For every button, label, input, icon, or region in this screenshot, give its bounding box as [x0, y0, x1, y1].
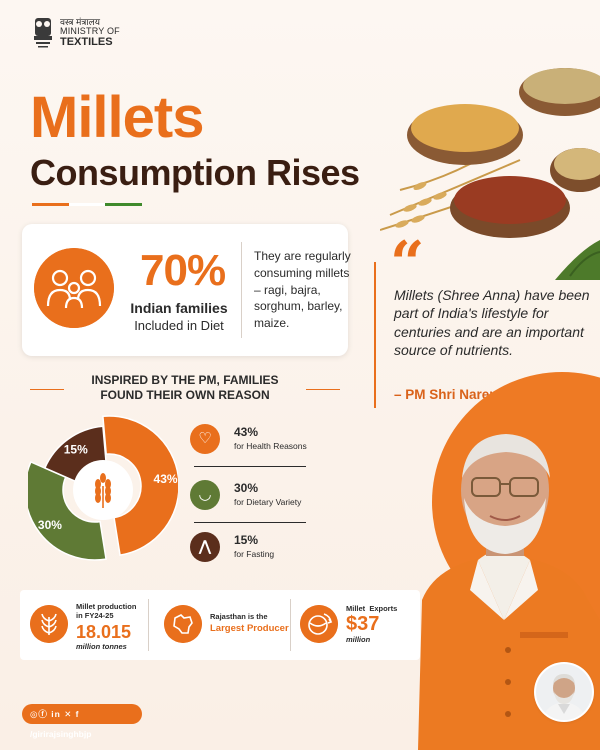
reason-percent: 30% — [234, 481, 259, 495]
globe-export-icon — [300, 605, 338, 643]
title-line1: Millets — [30, 85, 204, 150]
families-stat-card: 70% Indian families Included in Diet The… — [22, 224, 351, 356]
heading-rule-right — [306, 389, 340, 390]
social-icons: ◎ⓕ in ✕ f — [30, 709, 80, 719]
rajasthan-map-icon — [164, 605, 202, 643]
inspired-heading-line2: FOUND THEIR OWN REASON — [100, 388, 270, 402]
exports-label: Millet Exports — [346, 604, 398, 613]
stat-description: They are regularly consuming millets – r… — [254, 249, 351, 331]
reason-label: for Dietary Variety — [234, 497, 302, 507]
production-unit: million tonnes — [76, 642, 127, 651]
production-label-line1: Millet production — [76, 602, 137, 611]
reasons-donut-chart: 43% 30% 15% — [28, 415, 178, 561]
tricolor-rule — [32, 203, 143, 206]
donut-label-3: 15% — [64, 443, 88, 457]
stat-divider — [241, 242, 242, 338]
state-label: Rajasthan is the — [210, 612, 268, 621]
reason-percent: 15% — [234, 533, 259, 547]
reason-separator — [194, 522, 306, 523]
grain-icon — [30, 605, 68, 643]
production-label: Millet production in FY24-25 — [76, 602, 136, 621]
ministry-logo-text: वस्त्र मंत्रालय MINISTRY OF TEXTILES — [60, 17, 120, 48]
ministry-line2: TEXTILES — [60, 35, 113, 48]
quote-mark-icon: “ — [390, 229, 425, 299]
reason-separator — [194, 466, 306, 467]
heart-pulse-icon: ♡ — [190, 424, 220, 454]
title-line2: Consumption Rises — [30, 152, 360, 193]
social-handle: /girirajsinghbjp — [30, 729, 92, 739]
bottom-divider-2 — [290, 599, 291, 651]
donut-slice-2 — [28, 460, 107, 561]
social-handle-pill[interactable]: ◎ⓕ in ✕ f /girirajsinghbjp — [22, 704, 142, 739]
reason-label: for Health Reasons — [234, 441, 307, 451]
national-emblem-icon — [34, 18, 52, 48]
exports-value: $37 — [346, 613, 380, 635]
millet-bowls-illustration — [380, 68, 600, 280]
production-label-line2: in FY24-25 — [76, 611, 114, 621]
family-icon — [34, 248, 114, 328]
state-value: Largest Producer — [210, 623, 289, 634]
wheat-icon — [95, 473, 111, 508]
quote-bar — [374, 262, 376, 408]
donut-slice-1 — [102, 415, 178, 556]
inspired-heading-line1: INSPIRED BY THE PM, FAMILIES — [91, 373, 279, 387]
ministry-hindi: वस्त्र मंत्रालय — [60, 17, 100, 27]
avatar — [536, 664, 592, 720]
bottom-stats-bar — [20, 590, 420, 660]
ministry-line1: MINISTRY OF — [60, 26, 120, 37]
bottom-divider-1 — [148, 599, 149, 651]
exports-unit: million — [346, 635, 371, 644]
stat-percent: 70% — [140, 246, 226, 295]
stat-label-main: Indian families — [130, 300, 228, 316]
reason-label: for Fasting — [234, 549, 275, 559]
reason-percent: 43% — [234, 425, 259, 439]
production-value: 18.015 — [76, 622, 132, 642]
bowl-icon: ◡ — [190, 480, 220, 510]
donut-label-2: 30% — [38, 518, 62, 532]
quote-text: Millets (Shree Anna) have been part of I… — [394, 287, 590, 359]
stat-label-sub: Included in Diet — [134, 318, 224, 333]
praying-hands-icon: ⋀ — [190, 532, 220, 562]
donut-label-1: 43% — [154, 472, 178, 486]
inspired-heading: INSPIRED BY THE PM, FAMILIES FOUND THEIR… — [60, 373, 310, 403]
heading-rule-left — [30, 389, 64, 390]
